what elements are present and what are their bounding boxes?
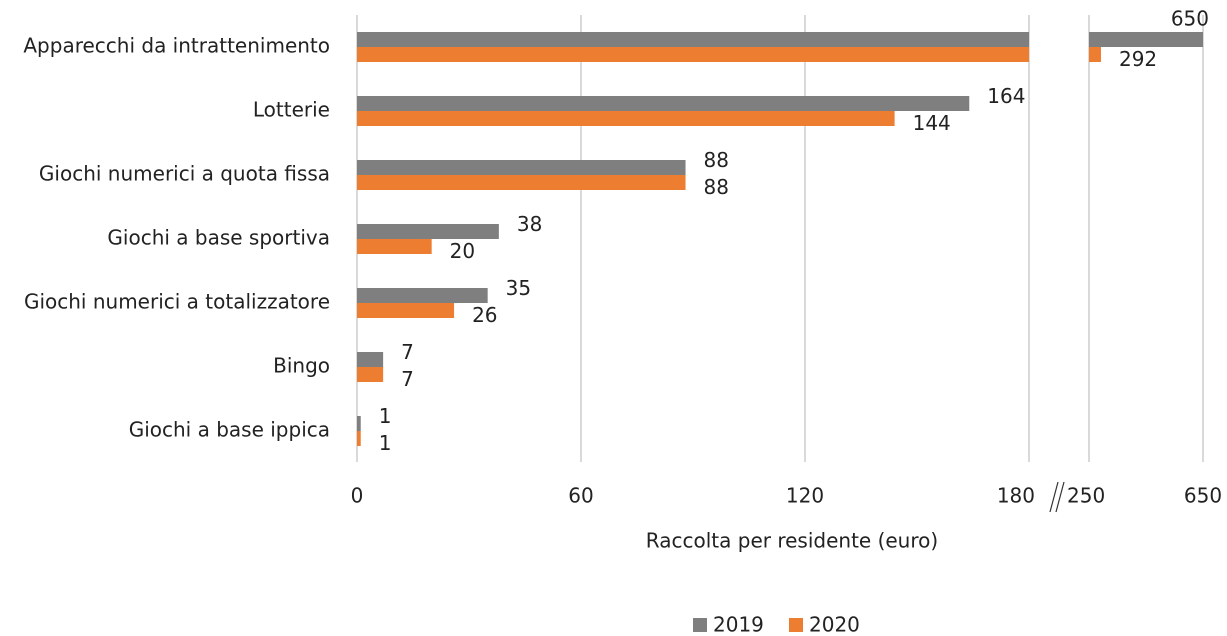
y-tick-label: Giochi a base ippica [129,418,330,442]
x-tick-label: 120 [786,484,824,508]
y-tick-label: Giochi numerici a totalizzatore [24,290,330,314]
bar [1089,32,1203,47]
axis-break [1055,481,1065,513]
y-tick-label: Giochi a base sportiva [107,226,330,250]
y-tick-label: Giochi numerici a quota fissa [39,162,330,186]
data-label: 88 [704,148,729,172]
x-tick-label: 250 [1067,484,1105,508]
data-label: 292 [1119,47,1157,71]
y-tick-label: Bingo [273,354,330,378]
x-tick-label: 650 [1184,484,1222,508]
x-tick-label: 0 [351,484,364,508]
legend-swatch [789,618,803,632]
y-tick-label: Apparecchi da intrattenimento [23,34,330,58]
data-label: 1 [379,404,392,428]
bar [357,175,686,190]
data-label: 26 [472,303,497,327]
bar [357,416,361,431]
data-label: 20 [450,239,475,263]
x-tick-label: 60 [568,484,593,508]
x-axis-title: Raccolta per residente (euro) [646,529,938,553]
bar [357,96,970,111]
data-label: 35 [506,276,531,300]
bar [357,367,384,382]
data-label: 650 [1171,7,1209,31]
bar [357,160,686,175]
legend-label: 2020 [809,613,860,636]
bar [357,47,1029,62]
bar [357,239,432,254]
bar [357,303,455,318]
y-tick-label: Lotterie [253,98,330,122]
x-tick-label: 180 [997,484,1035,508]
legend-swatch [693,618,707,632]
data-label: 38 [517,212,542,236]
bar [357,32,1029,47]
data-label: 144 [913,111,951,135]
bar [357,431,361,446]
bar [357,224,499,239]
data-label: 164 [987,84,1025,108]
bar [357,288,488,303]
bar [1089,47,1101,62]
bar [357,111,895,126]
bar [357,352,384,367]
legend-label: 2019 [713,613,764,636]
data-label: 88 [704,175,729,199]
data-label: 1 [379,431,392,455]
data-label: 7 [401,367,414,391]
axis-break [1049,481,1059,513]
data-label: 7 [401,340,414,364]
